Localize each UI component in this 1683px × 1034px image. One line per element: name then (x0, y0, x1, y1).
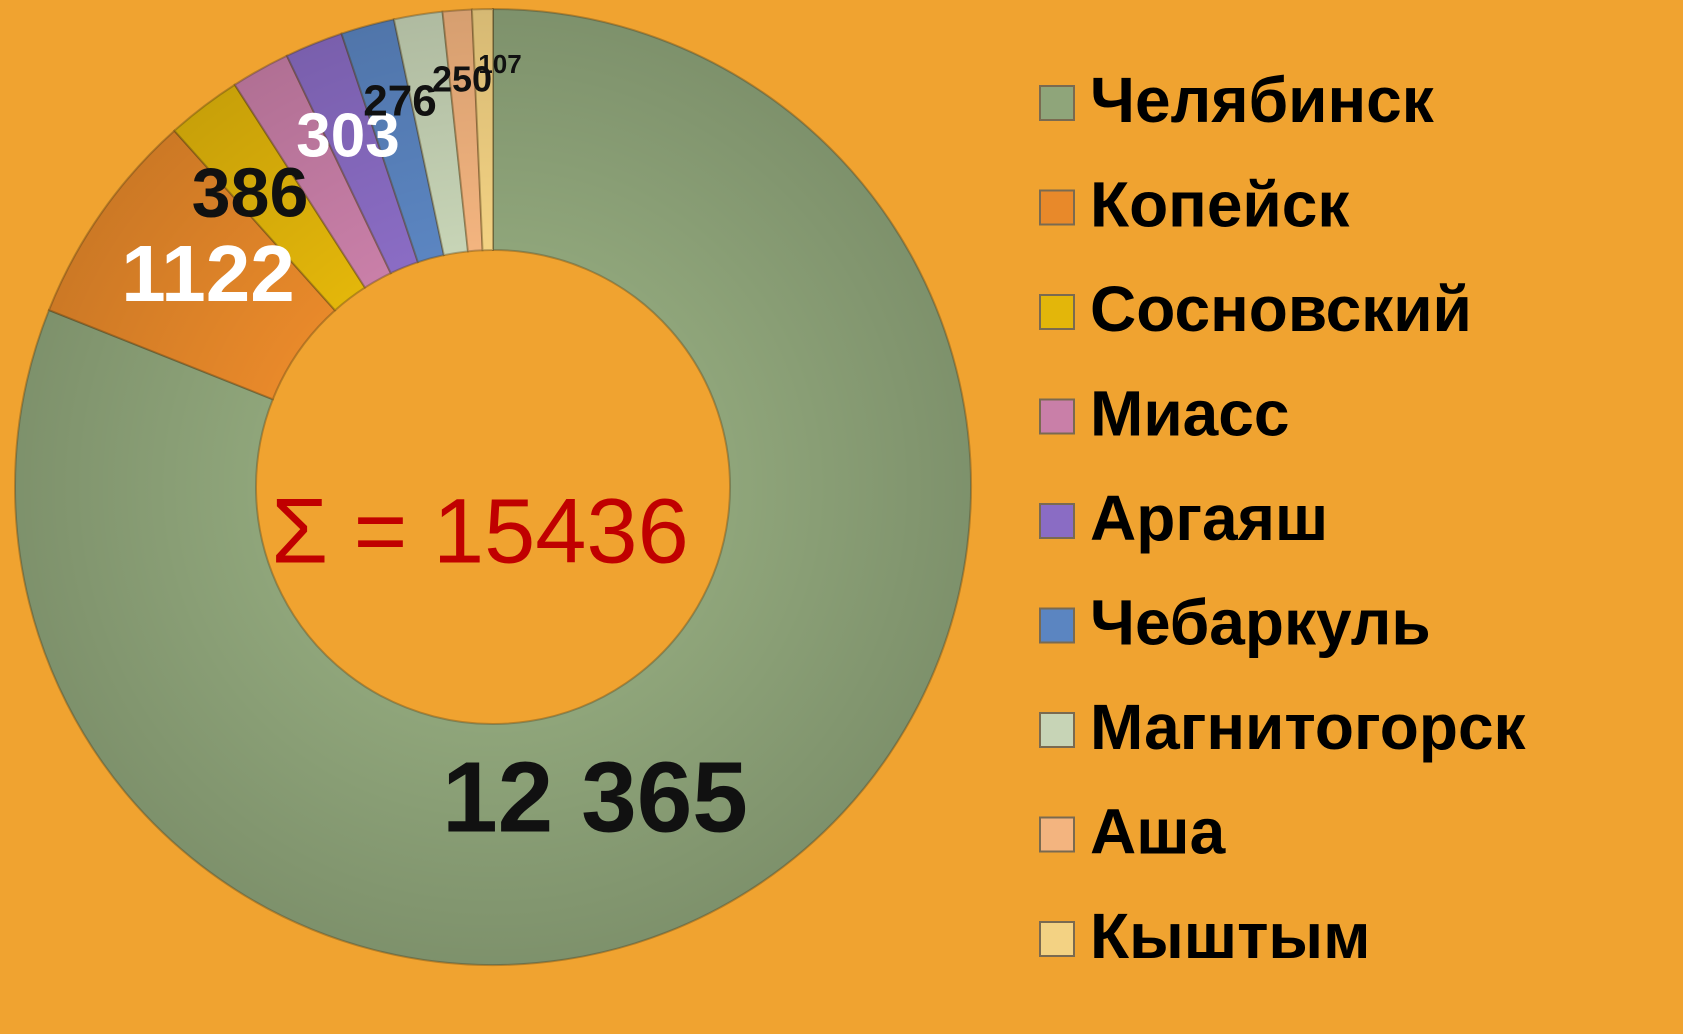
legend-swatch (1039, 85, 1075, 121)
legend-swatch (1039, 294, 1075, 330)
data-label: 303 (296, 101, 399, 170)
legend-swatch (1039, 921, 1075, 957)
data-label: 386 (192, 153, 309, 231)
data-label: 276 (363, 77, 436, 126)
legend-swatch (1039, 189, 1075, 226)
legend-swatch (1039, 503, 1075, 539)
legend-label: Челябинск (1090, 64, 1435, 136)
legend-label: Сосновский (1090, 273, 1472, 345)
legend-label: Аша (1090, 795, 1226, 867)
legend-label: Аргаяш (1090, 482, 1328, 554)
legend-swatch (1039, 607, 1075, 644)
data-label: 12 365 (442, 741, 748, 853)
legend-swatch (1039, 712, 1075, 748)
center-label: Σ = 15436 (271, 480, 689, 582)
legend-label: Чебаркуль (1090, 586, 1431, 658)
legend-label: Миасс (1090, 377, 1289, 449)
data-label: 107 (478, 49, 521, 79)
data-label: 250 (432, 59, 492, 100)
legend-swatch (1039, 816, 1075, 853)
legend-label: Кыштым (1090, 900, 1370, 972)
legend-swatch (1039, 398, 1075, 435)
data-label: 1122 (121, 229, 295, 318)
legend-label: Магнитогорск (1090, 691, 1527, 763)
legend-label: Копейск (1090, 168, 1350, 240)
